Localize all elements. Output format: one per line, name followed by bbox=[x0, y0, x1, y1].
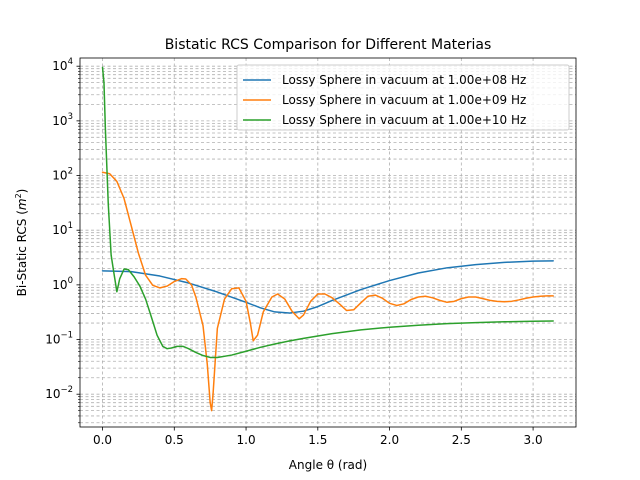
y-tick-label: 100 bbox=[52, 276, 73, 292]
series-line-3 bbox=[101, 66, 554, 359]
y-axis-ticks: 10−2 10−1 100 101 102 103 104 bbox=[45, 57, 80, 424]
legend-box bbox=[236, 64, 570, 131]
series-layer bbox=[101, 66, 554, 412]
y-tick-label: 10−2 bbox=[45, 385, 73, 401]
x-tick-label: 1.5 bbox=[308, 433, 327, 447]
x-tick-label: 2.5 bbox=[452, 433, 471, 447]
x-tick-label: 1.0 bbox=[237, 433, 256, 447]
x-axis-label: Angle θ (rad) bbox=[289, 458, 367, 472]
legend-label-3: Lossy Sphere in vacuum at 1.00e+10 Hz bbox=[282, 113, 526, 127]
y-tick-label: 104 bbox=[52, 57, 73, 73]
y-axis-label-exponent: 2 bbox=[14, 193, 23, 198]
x-tick-label: 3.0 bbox=[524, 433, 543, 447]
y-axis-label: Bi-Static RCS (m2) bbox=[14, 189, 29, 297]
y-axis-label-close: ) bbox=[15, 189, 29, 194]
y-axis-label-symbol: m bbox=[15, 198, 29, 210]
x-tick-label: 0.0 bbox=[93, 433, 112, 447]
x-tick-label: 0.5 bbox=[165, 433, 184, 447]
chart-title: Bistatic RCS Comparison for Different Ma… bbox=[165, 37, 492, 53]
x-axis-ticks: 0.0 0.5 1.0 1.5 2.0 2.5 3.0 bbox=[93, 427, 543, 447]
y-tick-label: 102 bbox=[52, 167, 73, 183]
y-axis-label-main: Bi-Static RCS ( bbox=[15, 210, 29, 296]
y-tick-label: 103 bbox=[52, 112, 73, 128]
series-line-2 bbox=[101, 171, 554, 412]
x-tick-label: 2.0 bbox=[380, 433, 399, 447]
series-line-1 bbox=[101, 260, 554, 314]
legend: Lossy Sphere in vacuum at 1.00e+08 Hz Los… bbox=[236, 64, 570, 131]
y-tick-label: 101 bbox=[52, 221, 73, 237]
legend-label-2: Lossy Sphere in vacuum at 1.00e+09 Hz bbox=[282, 93, 526, 107]
legend-label-1: Lossy Sphere in vacuum at 1.00e+08 Hz bbox=[282, 73, 526, 87]
y-tick-label: 10−1 bbox=[45, 331, 73, 347]
